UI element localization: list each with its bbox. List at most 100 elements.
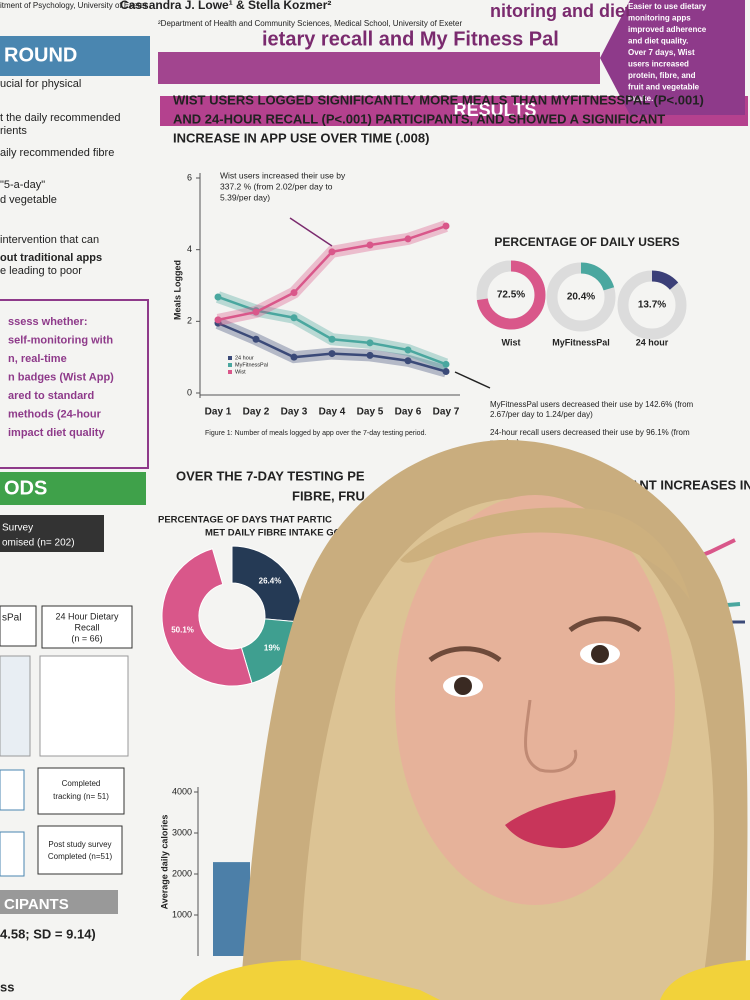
annotation: 337.2 % (from 2.02/per day to <box>220 181 333 191</box>
lips <box>505 790 616 849</box>
box-text: tracking (n= 51) <box>53 792 109 801</box>
body-line: out traditional apps <box>0 252 102 264</box>
section-header: ROUND <box>4 44 77 66</box>
aims-line: n, real-time <box>8 353 67 365</box>
aims-line: ared to standard <box>8 390 94 402</box>
summary-line: users increased <box>628 60 689 69</box>
legend-label: 24 hour <box>235 355 254 361</box>
data-point <box>404 357 412 365</box>
authors: Cassandra J. Lowe¹ & Stella Kozmer² <box>120 0 331 12</box>
bangs <box>400 507 690 600</box>
y-tick-label: 2 <box>187 316 192 326</box>
summary-line: monitoring apps <box>628 14 691 23</box>
annotation: 24-hour recall users decreased their use… <box>490 428 690 437</box>
annotation: 5.39/per day) <box>220 192 270 202</box>
body-line: intervention that can <box>0 234 99 246</box>
donut-arc <box>476 260 546 330</box>
data-point <box>442 360 450 368</box>
legend-swatch <box>228 363 232 367</box>
recall-form <box>39 655 129 757</box>
body-line: d vegetable <box>0 194 57 206</box>
eyebrow <box>568 616 642 633</box>
annotation: Wist users increased their use by <box>220 170 346 180</box>
y-tick-label: 6 <box>187 172 192 182</box>
data-point <box>366 339 374 347</box>
shirt <box>660 960 750 1000</box>
data-point <box>404 235 412 243</box>
pie-title: MET DAILY FIBRE INTAKE GO <box>205 528 341 539</box>
tracking-box <box>37 767 125 815</box>
body-line: t the daily recommended <box>0 112 120 124</box>
pie-label: 26.4% <box>259 576 282 585</box>
section-header: RESULTS <box>454 100 537 120</box>
annotation: MyFitnessPal users decreased their use b… <box>490 400 694 409</box>
section-heading: FIBRE, FRU <box>292 488 365 503</box>
box-text: Post study survey <box>48 840 111 849</box>
pie-label: 50.1% <box>171 626 194 635</box>
donut-label: Wist <box>502 337 521 347</box>
summary-line: Over 7 days, Wist <box>628 48 695 57</box>
x-tick-label: Day 4 <box>319 407 346 418</box>
box-text: (n = 66) <box>71 633 102 643</box>
results-heading: WIST USERS LOGGED SIGNIFICANTLY MORE MEA… <box>173 92 704 107</box>
y-axis-label: Meals Logged <box>172 260 182 320</box>
app-screenshot <box>0 655 31 757</box>
data-point <box>214 293 222 301</box>
summary-line: Easier to use dietary <box>628 2 707 11</box>
summary-line: improved adherence <box>628 25 707 34</box>
data-point <box>442 222 450 230</box>
box-text: Completed <box>62 779 101 788</box>
affiliation: itment of Psychology, University of Exet… <box>0 1 147 10</box>
pie-title: PERCENTAGE OF DAYS THAT PARTIC <box>158 515 332 526</box>
summary-box <box>600 0 745 115</box>
aims-line: self-monitoring with <box>8 334 113 346</box>
data-point <box>328 350 336 358</box>
x-tick-label: Day 7 <box>433 407 460 418</box>
pie-label: 19% <box>264 644 280 653</box>
person <box>180 439 750 1000</box>
y-tick-label: 2000 <box>172 868 192 878</box>
legend-label: Wist <box>235 369 246 375</box>
donut-arc <box>617 270 687 340</box>
results-heading: AND 24-HOUR RECALL (P<.001) PARTICIPANTS… <box>173 111 665 126</box>
eyebrow <box>428 646 502 663</box>
participants-header-bar <box>0 890 118 914</box>
legend-label: MyFitnessPal <box>235 362 268 368</box>
flow-box <box>0 769 25 811</box>
iris <box>454 677 472 695</box>
annotation: 2.67/per day to 1.24/per day) <box>490 410 593 419</box>
box-text: sPal <box>2 613 21 624</box>
shirt <box>180 960 440 1000</box>
donut-title: PERCENTAGE OF DAILY USERS <box>494 235 679 249</box>
background-header-bar <box>0 36 150 76</box>
data-point <box>328 335 336 343</box>
results-heading: INCREASE IN APP USE OVER TIME (.008) <box>173 130 429 145</box>
data-point <box>252 308 260 316</box>
box-text: Completed (n=51) <box>48 852 113 861</box>
figure-caption: Figure 1: Number of meals logged by app … <box>205 430 426 437</box>
donut-value: 20.4% <box>567 292 595 303</box>
box-text: 24 Hour Dietary <box>55 611 119 621</box>
affiliation: ²Department of Health and Community Scie… <box>158 19 462 28</box>
summary-line: intake. <box>628 94 653 103</box>
data-point <box>290 289 298 297</box>
data-point <box>290 353 298 361</box>
aims-line: ssess whether: <box>8 316 87 328</box>
data-point <box>328 248 336 256</box>
body-line: aily recommended fibre <box>0 147 114 159</box>
data-point <box>366 241 374 249</box>
body-line: "5-a-day" <box>0 179 45 191</box>
donut-value: 72.5% <box>497 290 525 301</box>
section-header: ODS <box>4 477 47 499</box>
pie-segment <box>161 548 253 687</box>
donut-value: 13.7% <box>638 300 666 311</box>
annotation-arrow <box>289 217 333 247</box>
donut-arc <box>546 262 616 332</box>
y-tick-label: 4000 <box>172 786 192 796</box>
box-text: Recall <box>74 622 99 632</box>
body-line: ucial for physical <box>0 78 81 90</box>
body-line: e leading to poor <box>0 265 82 277</box>
section-header: CIPANTS <box>4 896 69 913</box>
data-point <box>290 314 298 322</box>
